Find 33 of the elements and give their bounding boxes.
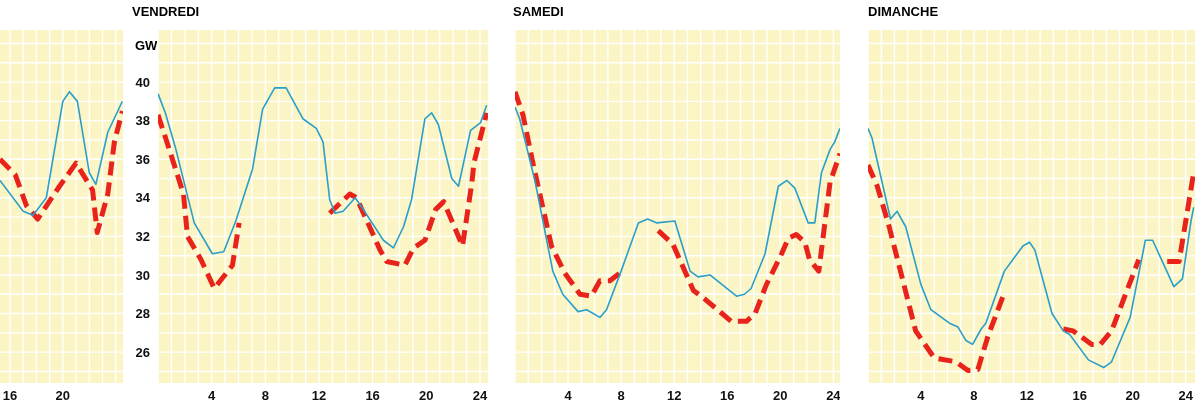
line-series	[158, 87, 488, 255]
x-tick-label: 24	[472, 388, 488, 403]
y-axis-title: GW	[135, 38, 158, 53]
y-tick-label: 38	[135, 113, 150, 129]
x-tick-label: 16	[1072, 388, 1088, 403]
y-tick-label: 32	[135, 229, 150, 245]
x-tick-label: 8	[261, 388, 269, 403]
x-tick-label: 24	[826, 388, 842, 403]
x-tick-label: 20	[55, 388, 71, 403]
x-tick-label: 16	[2, 388, 18, 403]
x-tick-label: 12	[311, 388, 327, 403]
y-tick-label: 34	[135, 190, 151, 206]
x-tick-label: 12	[666, 388, 682, 403]
x-tick-label: 8	[970, 388, 978, 403]
x-tick-label: 4	[564, 388, 573, 403]
x-tick-label: 20	[1125, 388, 1141, 403]
chart-title: VENDREDI	[132, 4, 200, 19]
x-tick-label: 4	[917, 388, 926, 403]
x-tick-label: 16	[720, 388, 735, 403]
x-tick-label: 24	[1178, 388, 1194, 403]
y-tick-label: 26	[135, 344, 150, 360]
x-tick-label: 12	[1019, 388, 1035, 403]
chart-title: SAMEDI	[513, 4, 564, 19]
y-tick-label: 28	[135, 306, 150, 322]
x-tick-label: 4	[208, 388, 217, 403]
x-tick-label: 8	[617, 388, 625, 403]
x-tick-label: 20	[773, 388, 788, 403]
y-tick-label: 36	[135, 151, 150, 167]
x-tick-label: 20	[419, 388, 434, 403]
chart-title: DIMANCHE	[868, 4, 939, 19]
x-tick-label: 16	[365, 388, 380, 403]
y-tick-label: 40	[135, 74, 150, 90]
y-tick-label: 30	[135, 267, 150, 283]
